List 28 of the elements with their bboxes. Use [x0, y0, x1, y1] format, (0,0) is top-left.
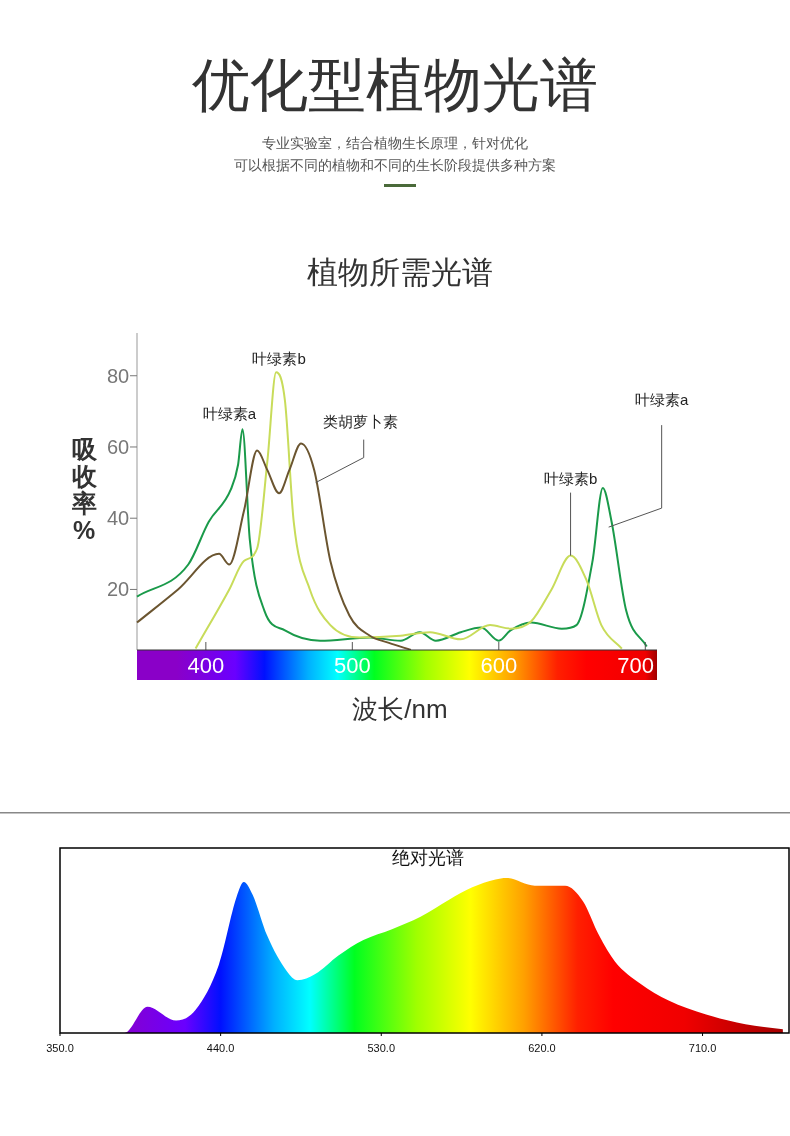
- y-tick-label: 20: [106, 578, 130, 601]
- x-axis-title: 波长/nm: [352, 694, 448, 724]
- text: 可以根据不同的植物和不同的生长阶段提供多种方案: [234, 157, 556, 173]
- chart-title: 绝对光谱: [392, 848, 464, 868]
- x-tick-label: 350.0: [46, 1042, 74, 1054]
- x-tick-label: 440.0: [206, 1042, 235, 1054]
- line-series: [136, 442, 412, 651]
- annotation: 叶绿素a: [634, 391, 689, 409]
- y-tick-label: 80: [106, 364, 130, 387]
- y-axis-title: 吸收率%: [70, 435, 98, 544]
- y-tick-label: 60: [106, 435, 130, 458]
- x-tick-label: 530.0: [367, 1042, 396, 1054]
- text: 专业实验室，结合植物生长原理，针对优化: [262, 135, 528, 151]
- text: 优化型植物光谱: [192, 52, 598, 117]
- annotation: 叶绿素a: [202, 405, 257, 423]
- x-tick-label: 400: [187, 653, 225, 678]
- annotation: 叶绿素b: [543, 469, 598, 487]
- annotation: 类胡萝卜素: [323, 412, 399, 430]
- x-tick-label: 710.0: [688, 1042, 717, 1054]
- x-tick-label: 700: [617, 653, 654, 678]
- line-series: [136, 428, 648, 648]
- chart-title: 植物所需光谱: [307, 255, 493, 290]
- y-tick-label: 40: [106, 507, 130, 530]
- annotation: 叶绿素b: [252, 350, 306, 368]
- x-tick-label: 500: [333, 653, 371, 678]
- x-tick-label: 620.0: [528, 1042, 556, 1054]
- x-tick-label: 600: [480, 653, 518, 678]
- line-series: [194, 371, 623, 650]
